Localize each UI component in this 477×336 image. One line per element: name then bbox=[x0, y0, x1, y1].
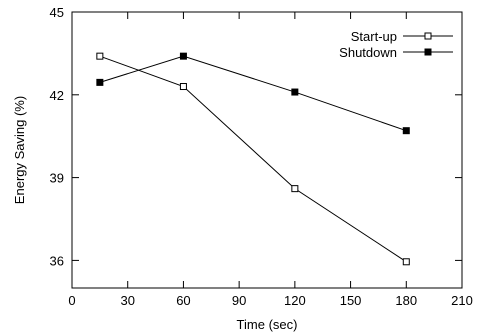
data-point-shutdown bbox=[402, 127, 410, 135]
data-point-start-up bbox=[402, 258, 410, 266]
data-point-start-up bbox=[291, 185, 299, 193]
series-line-shutdown bbox=[99, 55, 407, 132]
series-layer bbox=[96, 52, 410, 266]
y-axis-title: Energy Saving (%) bbox=[12, 96, 27, 204]
x-tick-label: 180 bbox=[395, 293, 417, 308]
data-point-shutdown bbox=[291, 88, 299, 96]
legend-marker-shutdown bbox=[424, 48, 432, 56]
legend-label-shutdown: Shutdown bbox=[339, 45, 397, 60]
x-axis-title: Time (sec) bbox=[237, 317, 298, 332]
axis-ticks: 0 30 60 90 120 150 180 210 36 39 42 45 bbox=[50, 5, 473, 308]
x-tick-label: 60 bbox=[176, 293, 190, 308]
series-shutdown bbox=[96, 52, 410, 135]
legend-label-start-up: Start-up bbox=[351, 29, 397, 44]
legend-marker-start-up bbox=[424, 32, 432, 40]
data-point-shutdown bbox=[96, 78, 104, 86]
data-point-start-up bbox=[96, 52, 104, 60]
x-tick-label: 150 bbox=[340, 293, 362, 308]
x-tick-label: 210 bbox=[451, 293, 473, 308]
y-tick-label: 39 bbox=[50, 171, 64, 186]
x-tick-label: 30 bbox=[120, 293, 134, 308]
y-tick-label: 42 bbox=[50, 88, 64, 103]
plot-frame bbox=[71, 11, 463, 289]
data-point-start-up bbox=[179, 83, 187, 91]
series-start-up bbox=[96, 52, 410, 266]
x-tick-label: 90 bbox=[232, 293, 246, 308]
x-tick-label: 0 bbox=[68, 293, 75, 308]
y-tick-label: 36 bbox=[50, 253, 64, 268]
x-tick-label: 120 bbox=[284, 293, 306, 308]
data-point-shutdown bbox=[179, 52, 187, 60]
series-line-start-up bbox=[99, 55, 407, 263]
y-tick-label: 45 bbox=[50, 5, 64, 20]
